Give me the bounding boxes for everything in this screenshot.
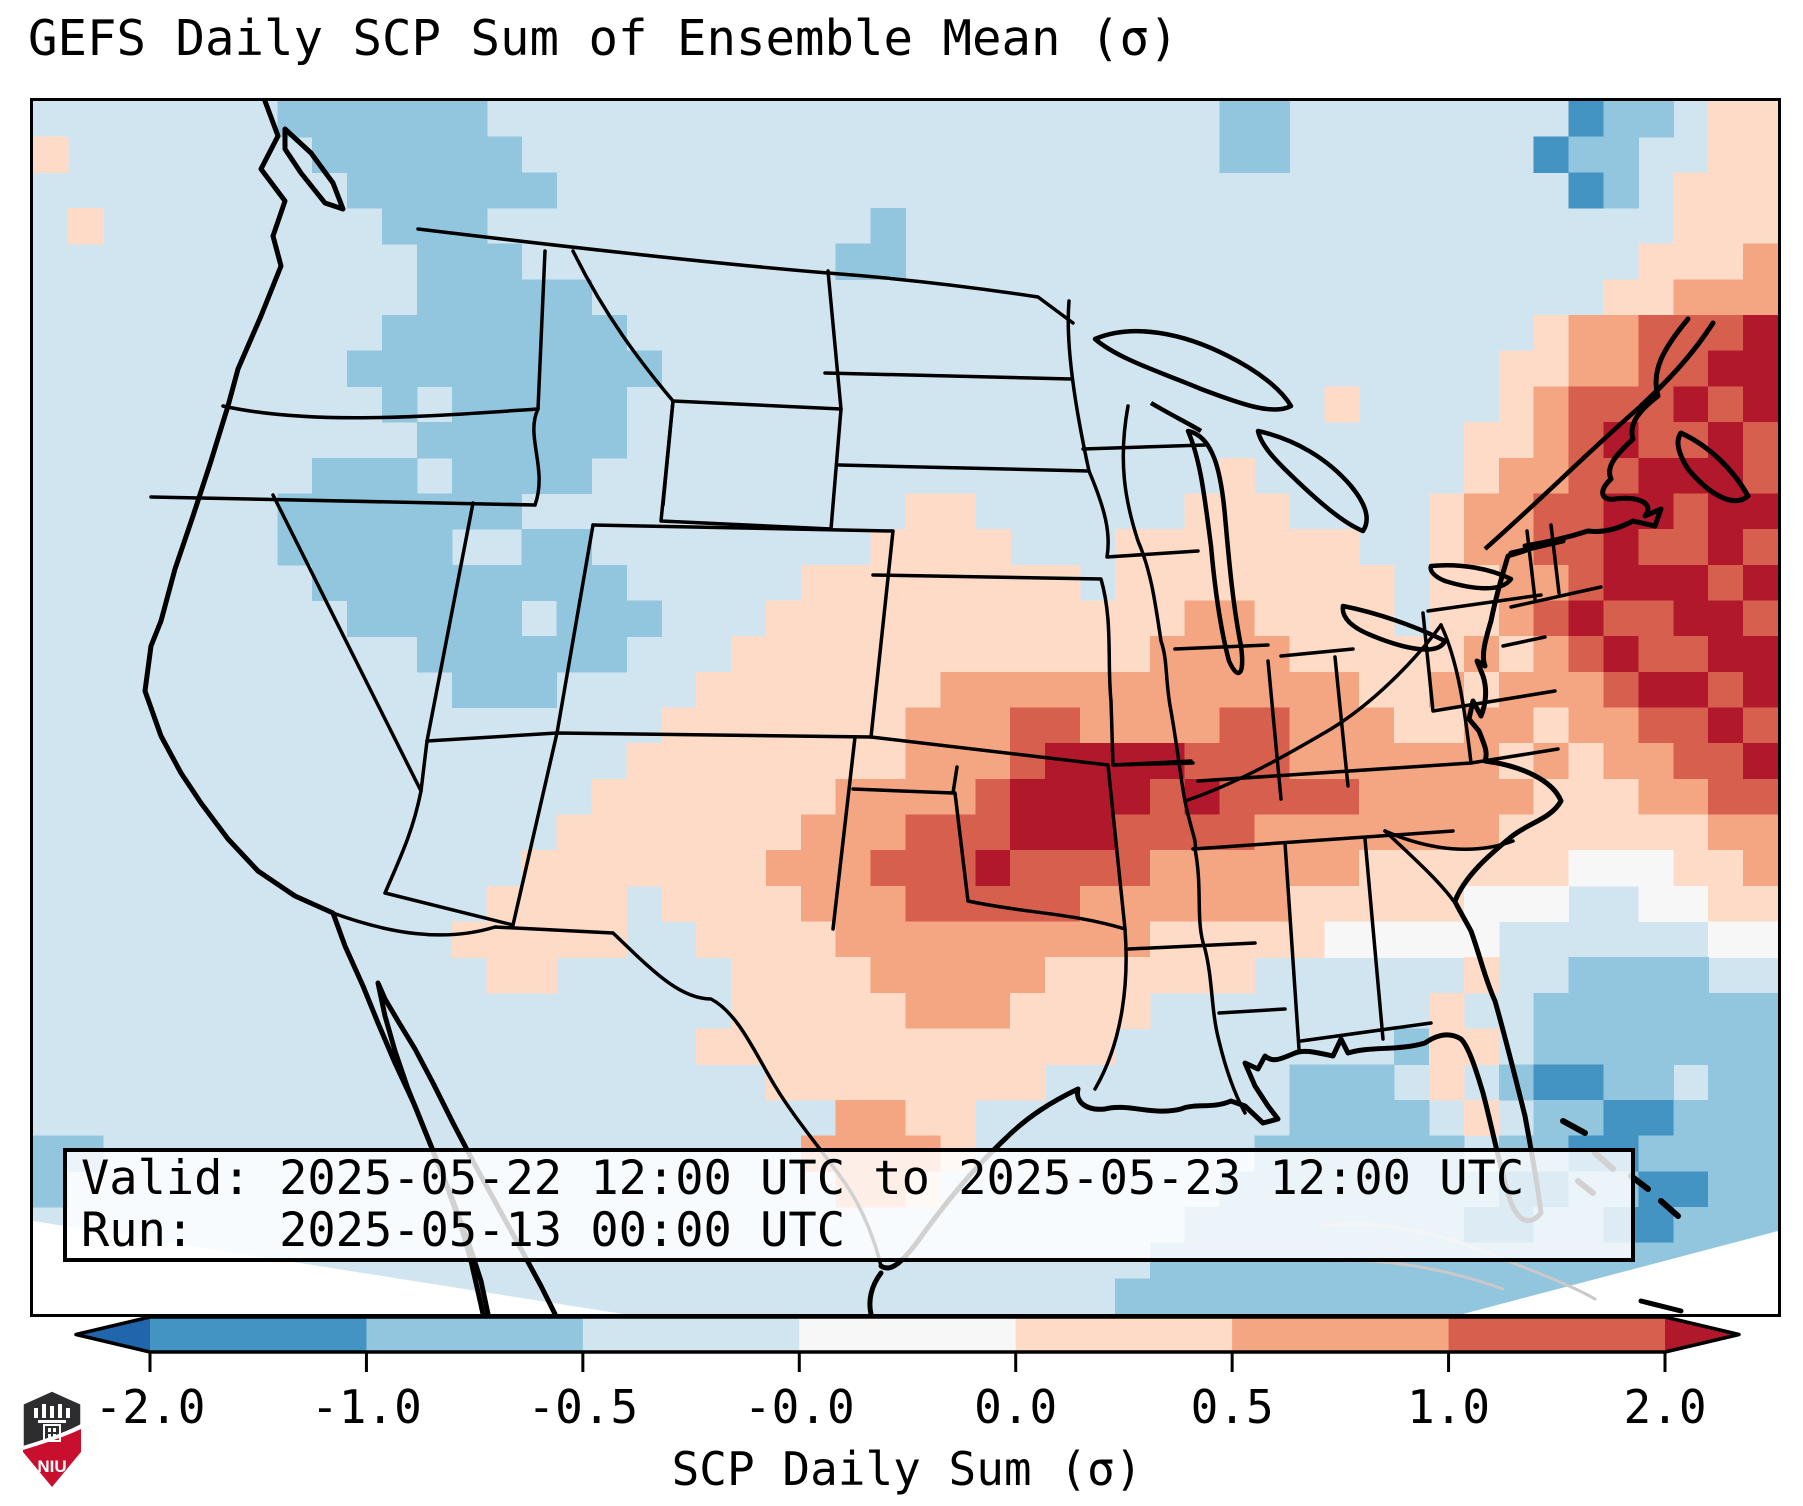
niu-logo-text: NIU	[37, 1457, 66, 1476]
state-borders	[149, 227, 1603, 1268]
colorbar-tick-1.0: 1.0	[1407, 1380, 1490, 1434]
valid-time-text: Valid: 2025-05-22 12:00 UTC to 2025-05-2…	[81, 1151, 1524, 1206]
great-lakes	[1092, 328, 1643, 676]
colorbar-tick-2.0: 2.0	[1623, 1380, 1706, 1434]
colorbar-cells	[76, 1317, 1739, 1352]
colorbar-axis-label: SCP Daily Sum (σ)	[672, 1442, 1143, 1496]
heatmap-grid	[33, 101, 1778, 1314]
colorbar-tick--0.5: -0.5	[527, 1380, 638, 1434]
colorbar-tick--0.0: -0.0	[744, 1380, 855, 1434]
colorbar-tick--1.0: -1.0	[311, 1380, 422, 1434]
niu-logo: NIU	[22, 1390, 82, 1489]
castle-icon	[34, 1404, 70, 1442]
forecast-map: Valid: 2025-05-22 12:00 UTC to 2025-05-2…	[30, 98, 1781, 1317]
colorbar-tick--2.0: -2.0	[95, 1380, 206, 1434]
colorbar-tick-labels: -2.0 -1.0 -0.5 -0.0 0.0 0.5 1.0 2.0	[95, 1380, 1707, 1434]
colorbar-tick-0.0: 0.0	[974, 1380, 1057, 1434]
colorbar-ticks	[148, 1352, 1667, 1372]
run-time-text: Run: 2025-05-13 00:00 UTC	[81, 1203, 845, 1258]
colorbar-tick-0.5: 0.5	[1191, 1380, 1274, 1434]
colorbar-outline	[74, 1315, 1741, 1354]
page-title: GEFS Daily SCP Sum of Ensemble Mean (σ)	[28, 10, 1179, 67]
colorbar: -2.0 -1.0 -0.5 -0.0 0.0 0.5 1.0 2.0 SCP Daily S…	[74, 1315, 1741, 1496]
timestamp-box: Valid: 2025-05-22 12:00 UTC to 2025-05-2…	[63, 1148, 1635, 1262]
